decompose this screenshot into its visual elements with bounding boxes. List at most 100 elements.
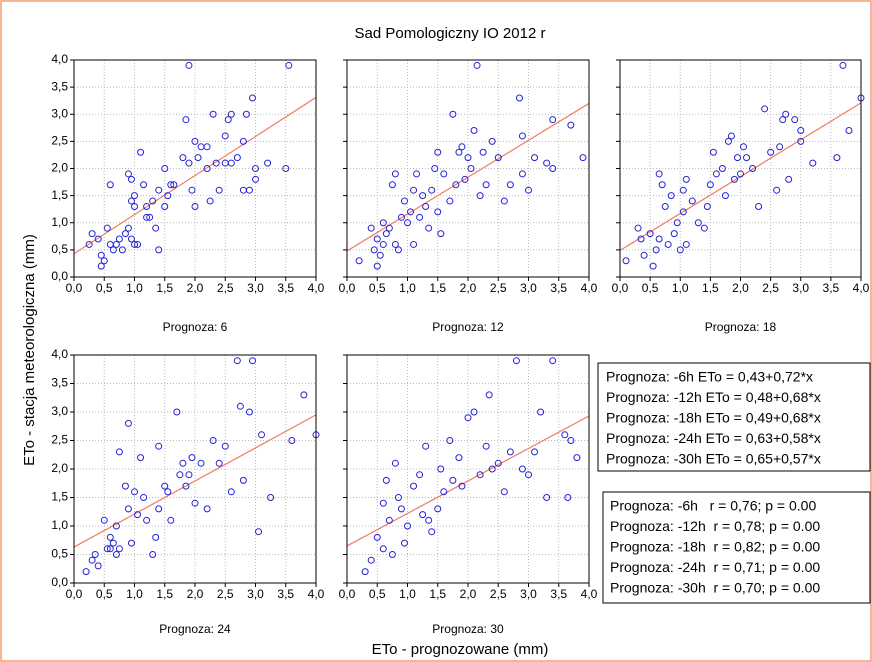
data-point [100, 257, 108, 265]
x-tick-label: 4,0 [853, 281, 870, 295]
data-point [152, 224, 160, 232]
panel: 0,0 0,5 1,0 1,5 2,0 2,5 3,0 3,5 4,0 0,0 0,5 1,0 1,5 2… [51, 52, 324, 334]
data-point [176, 471, 184, 479]
data-point [410, 482, 418, 490]
data-point [143, 516, 151, 524]
data-point [809, 159, 817, 167]
x-tick-label: 2,0 [460, 281, 477, 295]
data-point [434, 505, 442, 513]
data-point [376, 251, 384, 259]
data-point [431, 165, 439, 172]
data-point [215, 186, 223, 194]
data-point [285, 61, 293, 69]
data-point [773, 186, 781, 194]
data-point [185, 471, 193, 479]
data-point [161, 165, 169, 172]
plot-frame [73, 59, 317, 278]
data-point [404, 219, 411, 227]
data-point [152, 533, 160, 541]
data-point [652, 246, 660, 254]
data-point [97, 251, 105, 259]
data-point [227, 488, 235, 496]
x-axis-label: ETo - prognozowane (mm) [372, 641, 549, 658]
data-point [833, 154, 841, 162]
equation-text: Prognoza: -12h ETo = 0,48+0,68*x [606, 389, 821, 405]
data-point [543, 494, 551, 501]
x-tick-label: 1,0 [672, 281, 689, 295]
panel-subtitle: Prognoza: 6 [163, 320, 228, 334]
x-tick-label: 4,0 [581, 281, 598, 295]
data-point [461, 175, 469, 183]
plot-frame [619, 59, 862, 278]
data-point [388, 181, 396, 189]
data-point [482, 442, 490, 450]
data-point [567, 437, 575, 444]
data-point [400, 197, 408, 205]
panel: 0,0 0,5 1,0 1,5 2,0 2,5 3,0 3,5 4,0 Prognoza: 18 [612, 59, 870, 334]
data-point [694, 219, 702, 227]
data-point [233, 154, 241, 162]
data-point [118, 246, 126, 254]
data-point [649, 262, 657, 270]
data-point [382, 230, 390, 238]
panel-subtitle: Prognoza: 18 [705, 320, 777, 334]
data-point [397, 505, 405, 513]
data-point [682, 175, 690, 183]
data-point [149, 197, 157, 205]
data-point [464, 414, 472, 422]
x-tick-label: 1,0 [399, 281, 416, 295]
data-point [500, 197, 508, 205]
plot-frame [346, 59, 590, 278]
data-point [146, 213, 154, 221]
data-point [661, 202, 669, 210]
y-tick-label: 1,0 [51, 518, 68, 532]
data-point [506, 448, 514, 456]
data-point [203, 505, 211, 513]
data-point [455, 148, 463, 156]
x-tick-label: 3,5 [823, 281, 840, 295]
data-point [361, 568, 369, 576]
data-point [224, 116, 232, 124]
data-point [425, 224, 433, 232]
data-point [373, 533, 381, 541]
data-point [622, 257, 630, 265]
data-point [203, 165, 211, 172]
x-tick-label: 0,5 [96, 587, 113, 601]
y-tick-label: 3,0 [51, 404, 68, 418]
y-tick-label: 0,0 [51, 269, 68, 283]
data-point [679, 208, 687, 216]
equation-text: Prognoza: -18h ETo = 0,49+0,68*x [606, 410, 821, 426]
data-point [425, 516, 433, 524]
data-point [188, 186, 196, 194]
data-point [227, 110, 235, 118]
data-point [446, 197, 454, 205]
y-tick-label: 2,0 [51, 461, 68, 475]
data-point [482, 181, 490, 189]
x-tick-label: 1,5 [429, 281, 446, 295]
data-point [106, 545, 114, 553]
data-point [140, 494, 148, 501]
data-point [761, 105, 769, 113]
data-point [127, 235, 135, 243]
data-point [655, 170, 663, 178]
data-point [206, 197, 214, 205]
data-point [367, 224, 375, 232]
data-point [458, 482, 466, 490]
y-tick-label: 0,5 [51, 242, 68, 256]
data-point [239, 137, 247, 145]
data-point [416, 471, 424, 479]
data-point [434, 148, 442, 156]
data-point [839, 61, 847, 69]
data-point [397, 213, 405, 221]
data-point [134, 240, 142, 248]
data-point [518, 132, 526, 140]
plot-frame [73, 354, 317, 584]
panel: 0,0 0,5 1,0 1,5 2,0 2,5 3,0 3,5 4,0 0,0 0,5 1,0 1,5 2… [51, 347, 324, 636]
data-point [131, 202, 138, 210]
data-point [379, 499, 387, 507]
data-point [112, 522, 120, 530]
equation-text: Prognoza: -30h ETo = 0,65+0,57*x [606, 451, 821, 467]
x-tick-label: 3,0 [792, 281, 809, 295]
data-point [721, 192, 729, 200]
